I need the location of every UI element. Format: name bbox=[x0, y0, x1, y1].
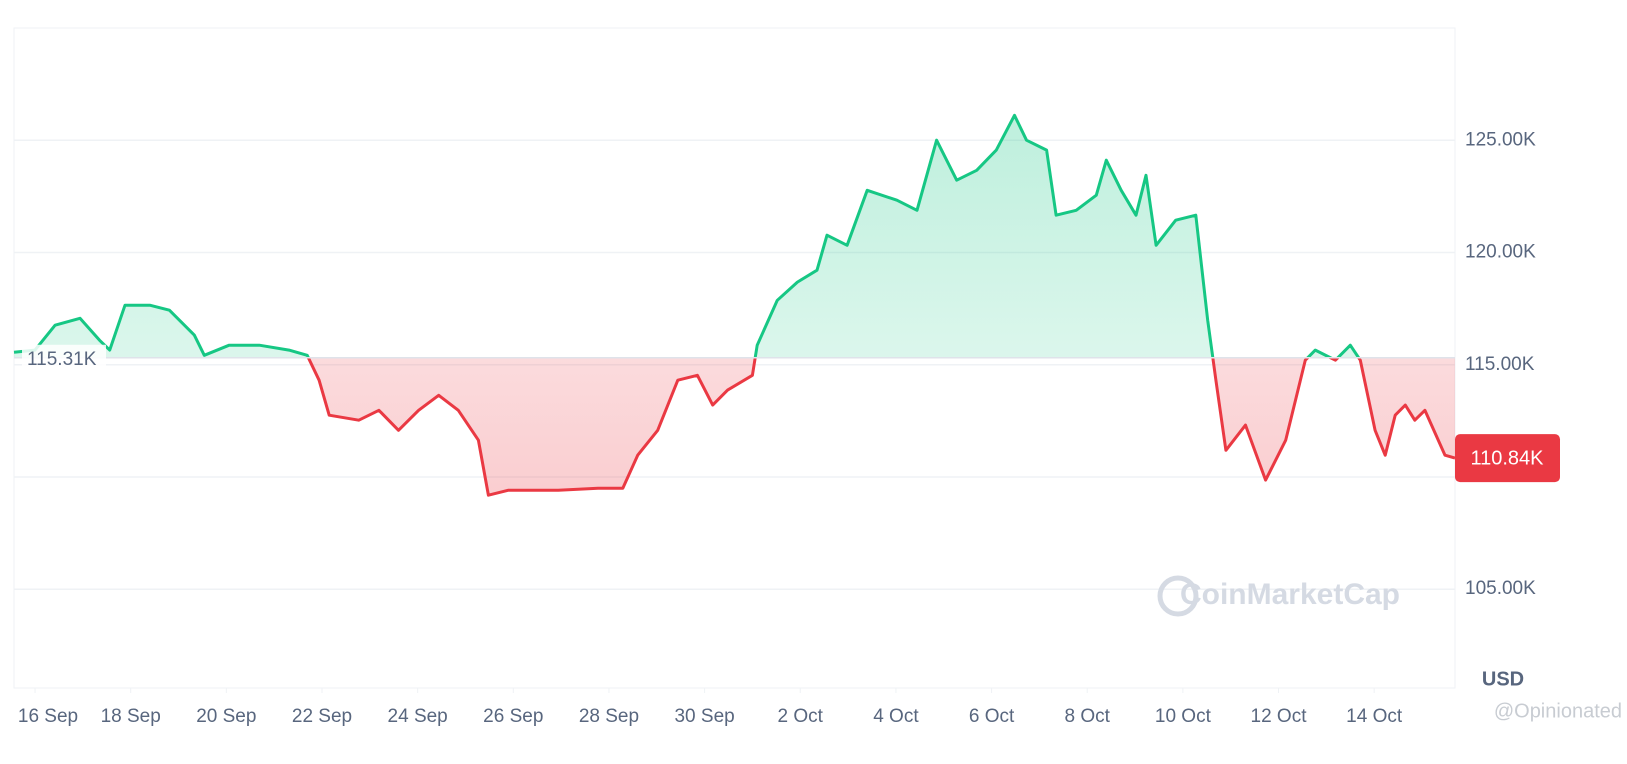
x-tick-label: 8 Oct bbox=[1065, 706, 1111, 727]
y-tick-label: 120.00K bbox=[1465, 242, 1536, 263]
last-price-label: 110.84K bbox=[1470, 447, 1544, 469]
y-tick-label: 105.00K bbox=[1465, 578, 1536, 599]
area-down bbox=[14, 357, 1455, 496]
watermark: CoinMarketCap bbox=[1180, 578, 1400, 611]
x-tick-label: 24 Sep bbox=[388, 706, 448, 727]
watermark-logo bbox=[1157, 575, 1199, 617]
x-tick-label: 20 Sep bbox=[196, 706, 256, 727]
x-tick-label: 6 Oct bbox=[969, 706, 1015, 727]
baseline-label-bg bbox=[22, 344, 106, 371]
baseline-label: 115.31K bbox=[27, 349, 97, 370]
x-tick-label: 14 Oct bbox=[1346, 706, 1403, 727]
x-tick-label: 10 Oct bbox=[1155, 706, 1212, 727]
area-up bbox=[14, 115, 1359, 358]
x-tick-label: 28 Sep bbox=[579, 706, 639, 727]
last-price-tag bbox=[1455, 434, 1560, 483]
price-line-down bbox=[306, 357, 1456, 497]
y-axis-label: USD bbox=[1482, 668, 1524, 690]
x-tick-label: 18 Sep bbox=[101, 706, 161, 727]
x-tick-label: 4 Oct bbox=[873, 706, 919, 727]
x-tick-label: 22 Sep bbox=[292, 706, 352, 727]
x-tick-label: 12 Oct bbox=[1251, 706, 1308, 727]
price-line-up bbox=[13, 113, 1361, 358]
y-tick-label: 115.00K bbox=[1465, 354, 1535, 375]
y-tick-label: 125.00K bbox=[1465, 129, 1536, 150]
credit: @Opinionated bbox=[1494, 700, 1622, 722]
x-tick-label: 26 Sep bbox=[483, 706, 543, 727]
x-tick-label: 30 Sep bbox=[674, 706, 734, 727]
x-tick-label: 16 Sep bbox=[18, 706, 78, 727]
x-tick-label: 2 Oct bbox=[778, 706, 824, 727]
